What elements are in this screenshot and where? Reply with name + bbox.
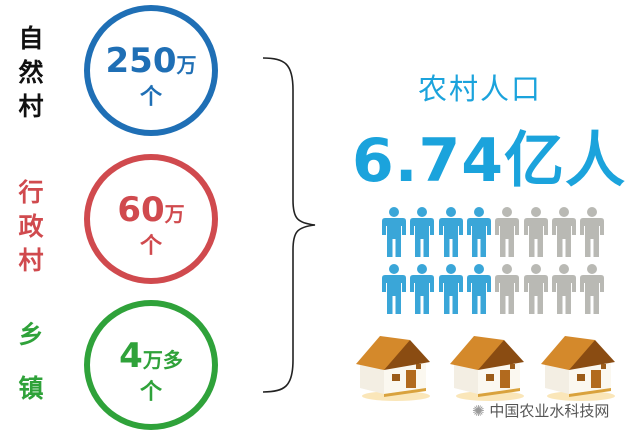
person-icon bbox=[551, 264, 576, 314]
suffix: 万多 bbox=[142, 348, 183, 372]
headline-title: 农村人口 bbox=[418, 72, 543, 106]
label-natural-village: 自然村 bbox=[18, 24, 44, 121]
label-town-1: 乡 bbox=[18, 320, 44, 349]
person-icon bbox=[495, 207, 520, 257]
wechat-icon: ✺ bbox=[472, 402, 485, 420]
natural-village-circle: 250万 个 bbox=[84, 5, 218, 136]
person-icon bbox=[382, 264, 406, 314]
value: 250 bbox=[105, 41, 177, 81]
person-icon bbox=[438, 207, 463, 257]
person-icon bbox=[580, 207, 605, 257]
headline-value: 6.74亿人 bbox=[352, 126, 627, 196]
town-circle: 4万多 个 bbox=[84, 300, 218, 430]
label-admin-village: 行政村 bbox=[18, 178, 44, 275]
person-icon bbox=[580, 264, 605, 314]
person-icon bbox=[466, 207, 491, 257]
watermark-text: 中国农业水科技网 bbox=[489, 402, 610, 420]
person-icon bbox=[523, 207, 548, 257]
admin-village-circle: 60万 个 bbox=[84, 154, 218, 284]
house-icon bbox=[539, 330, 617, 402]
value: 4 bbox=[119, 336, 143, 376]
unit: 个 bbox=[139, 85, 162, 110]
person-icon bbox=[438, 264, 463, 314]
watermark: ✺ 中国农业水科技网 bbox=[472, 400, 609, 421]
person-icon bbox=[410, 207, 435, 257]
unit: 个 bbox=[139, 380, 162, 405]
person-icon bbox=[382, 207, 406, 257]
curly-brace bbox=[262, 57, 316, 393]
person-icon bbox=[466, 264, 491, 314]
person-icon bbox=[495, 264, 520, 314]
house-icon bbox=[448, 330, 526, 402]
suffix: 万 bbox=[176, 53, 197, 77]
value: 60 bbox=[117, 190, 165, 230]
label-town-2: 镇 bbox=[18, 374, 44, 403]
unit: 个 bbox=[139, 234, 162, 259]
house-icon bbox=[354, 330, 432, 402]
person-icon bbox=[551, 207, 576, 257]
person-icon bbox=[410, 264, 435, 314]
person-icon bbox=[523, 264, 548, 314]
suffix: 万 bbox=[164, 202, 185, 226]
